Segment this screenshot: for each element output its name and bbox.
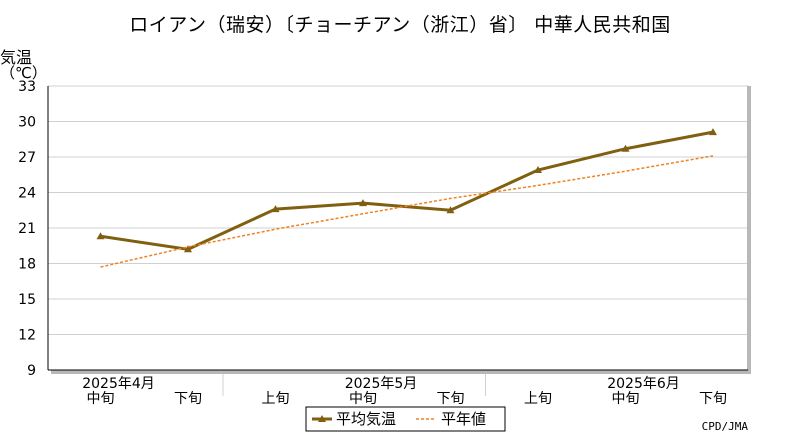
data-point-marker	[184, 245, 192, 253]
y-tick-label: 24	[18, 186, 36, 202]
series-lines	[96, 128, 717, 268]
y-tick-label: 15	[18, 292, 36, 308]
y-axis-label: 気温	[0, 48, 33, 67]
gridlines	[48, 121, 748, 335]
x-month-label: 2025年6月	[607, 376, 680, 392]
data-point-marker	[621, 144, 630, 152]
x-tick-label: 中旬	[87, 391, 115, 407]
y-tick-label: 12	[18, 328, 36, 344]
x-month-label: 2025年5月	[345, 376, 418, 392]
data-point-marker	[446, 206, 455, 214]
x-tick-label: 上旬	[262, 391, 290, 407]
tick-labels: 9 12 15 18 21 24 27 30 33 中旬 下旬 上旬 中旬 下旬 上旬 中旬 下旬 2025年4月…	[18, 79, 727, 407]
y-tick-label: 9	[27, 363, 36, 379]
x-tick-label: 下旬	[174, 391, 202, 407]
data-point-marker	[96, 232, 105, 240]
y-tick-label: 18	[18, 257, 36, 273]
y-axis-unit: （℃）	[0, 64, 47, 82]
data-point-marker	[271, 205, 280, 213]
legend-label-mean: 平均気温	[336, 410, 396, 428]
series-line-mean	[100, 130, 714, 251]
data-point-marker	[359, 199, 367, 207]
series-line-normal	[100, 155, 714, 268]
legend-box	[305, 406, 506, 432]
chart-title: ロイアン（瑞安）〔チョーチアン（浙江）省〕 中華人民共和国	[129, 14, 671, 36]
y-tick-label: 33	[18, 79, 36, 95]
x-month-label: 2025年4月	[82, 376, 155, 392]
y-tick-label: 21	[18, 221, 36, 237]
y-tick-label: 30	[18, 115, 36, 131]
plot-frame	[47, 85, 751, 396]
x-tick-label: 中旬	[612, 391, 640, 407]
x-tick-label: 上旬	[524, 391, 552, 407]
data-point-marker	[709, 128, 717, 136]
credit-text: CPD/JMA	[701, 420, 748, 433]
y-tick-label: 27	[18, 150, 36, 166]
data-point-marker	[534, 166, 542, 174]
x-tick-label: 中旬	[349, 391, 377, 407]
x-tick-label: 下旬	[437, 391, 465, 407]
legend-marker-mean	[318, 415, 326, 422]
legend-label-normal: 平年値	[441, 410, 486, 428]
legend: 平均気温 平年値	[305, 406, 506, 432]
x-tick-label: 下旬	[699, 391, 727, 407]
